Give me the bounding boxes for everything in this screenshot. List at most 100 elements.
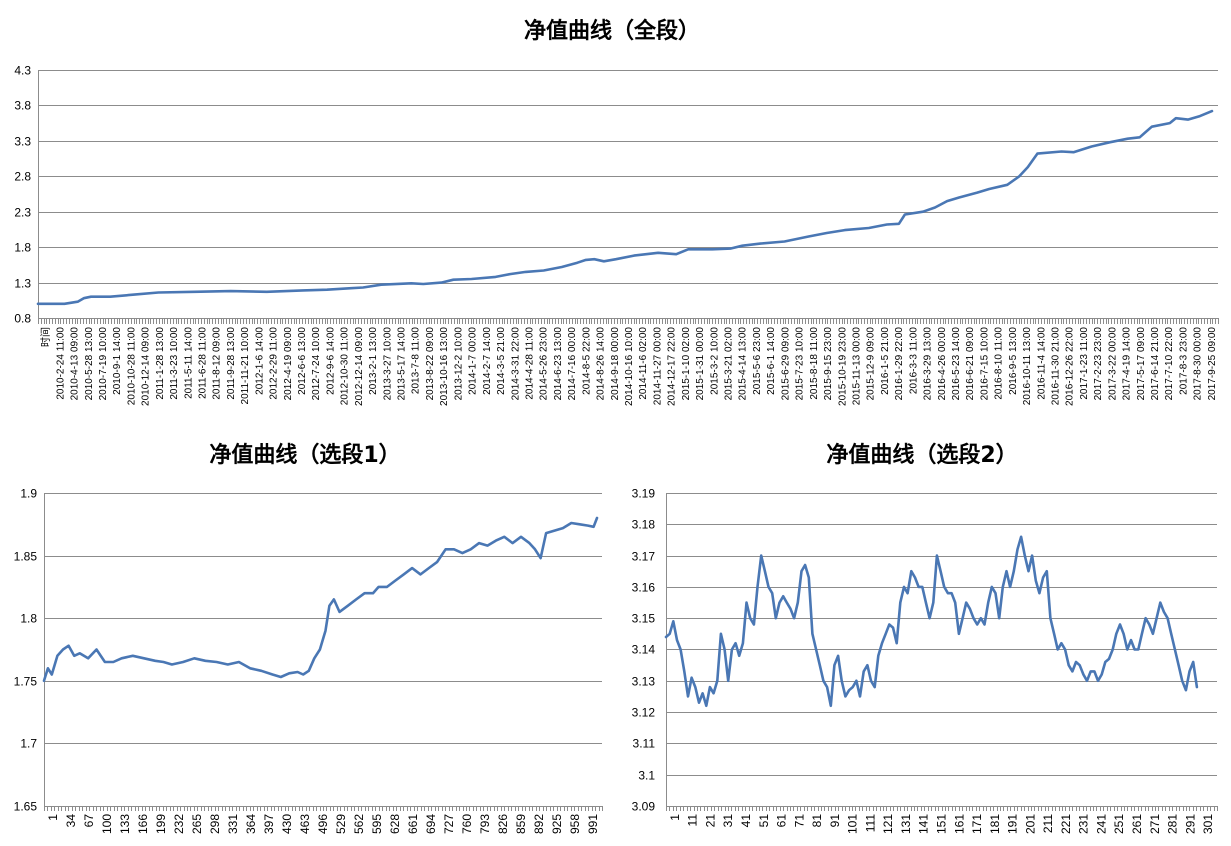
x-tick-label: 727: [442, 814, 456, 834]
x-tick-label: 859: [514, 814, 528, 834]
x-tick-label: 166: [136, 814, 150, 834]
x-tick-label: 2014-6-23 13:00: [553, 327, 564, 401]
x-tick-label: 826: [496, 814, 510, 834]
x-tick-label: 2015-12-9 09:00: [866, 327, 877, 401]
x-tick-label: 261: [1130, 814, 1144, 834]
chart-segment-2: 净值曲线（选段2） 3.09 3.1 3.11 3.12 3.13 3.14 3.15 3.16…: [632, 442, 1218, 834]
x-tick-label: 2013-12-2 10:00: [453, 327, 464, 401]
x-tick-label: 2011-9-28 13:00: [226, 327, 237, 400]
x-tick-label: 221: [1059, 814, 1073, 834]
x-tick-label: 2016-10-11 13:00: [1022, 327, 1033, 406]
y-tick-label: 1.3: [14, 277, 31, 291]
x-tick-label: 2017-5-17 09:00: [1136, 327, 1147, 401]
x-tick-label: 2015-4-14 13:00: [738, 327, 749, 401]
x-tick-label: 1: [46, 814, 60, 821]
y-tick-label: 3.8: [14, 99, 31, 113]
x-tick-label: 892: [532, 814, 546, 834]
x-tick-label: 2014-11-6 02:00: [638, 327, 649, 400]
x-tick-label: 2010-9-1 14:00: [112, 327, 123, 395]
y-tick-label: 3.12: [632, 706, 656, 720]
x-tick-label: 2017-7-10 22:00: [1164, 327, 1175, 401]
x-tick-label: 100: [100, 814, 114, 834]
x-tick-label: 2017-8-30 00:00: [1193, 327, 1204, 401]
x-tick-label: 181: [988, 814, 1002, 834]
x-tick-label: 2010-10-28 11:00: [126, 327, 137, 406]
x-tick-label: 2010-4-13 09:00: [70, 327, 81, 401]
x-tick-label: 2014-8-26 14:00: [596, 327, 607, 401]
x-tick-label: 2012-1-6 14:00: [254, 327, 265, 395]
x-tick-label: 61: [775, 814, 789, 828]
x-tick-label: 2014-12-17 22:00: [667, 327, 678, 406]
x-tick-label: 694: [424, 814, 438, 834]
x-tick-label: 2013-5-17 14:00: [397, 327, 408, 401]
x-tick-label: 41: [739, 814, 753, 828]
x-tick-label: 2011-8-12 09:00: [212, 327, 223, 400]
y-tick-label: 1.75: [14, 675, 38, 689]
y-tick-label: 3.13: [632, 675, 656, 689]
x-tick-label: 2015-5-6 23:00: [752, 327, 763, 395]
x-tick-label: 2012-12-14 09:00: [354, 327, 365, 406]
x-tick-label: 2011-6-28 11:00: [198, 327, 209, 399]
x-tick-label: 760: [460, 814, 474, 834]
chart-title: 净值曲线（选段1）: [209, 442, 400, 468]
x-tick-label: 21: [703, 814, 717, 828]
x-tick-label: 958: [568, 814, 582, 834]
x-tick-label: 232: [172, 814, 186, 834]
x-tick-label: 151: [935, 814, 949, 834]
x-tick-label: 430: [280, 814, 294, 834]
x-tick-label: 2010-12-14 09:00: [141, 327, 152, 406]
x-tick-label: 111: [863, 814, 877, 833]
x-tick-label: 2017-1-23 11:00: [1079, 327, 1090, 400]
x-tick-label: 141: [917, 814, 931, 834]
x-tick-label: 191: [1006, 814, 1020, 834]
x-tick-label: 231: [1077, 814, 1091, 834]
x-tick-label: 529: [334, 814, 348, 834]
x-tick-label: 793: [478, 814, 492, 834]
y-tick-label: 3.3: [14, 135, 31, 149]
y-tick-label: 3.09: [632, 800, 656, 814]
y-tick-label: 1.8: [14, 241, 31, 255]
x-tick-label: 1: [668, 814, 682, 821]
x-tick-label: 2016-5-23 14:00: [951, 327, 962, 401]
y-tick-label: 3.14: [632, 643, 656, 657]
x-tick-label: 301: [1201, 814, 1215, 834]
x-tick-label: 2016-6-21 09:00: [965, 327, 976, 401]
chart-title: 净值曲线（全段）: [524, 18, 700, 44]
x-tick-label: 2012-10-30 11:00: [340, 327, 351, 406]
y-tick-label: 1.9: [20, 487, 37, 501]
x-tick-label: 2015-3-21 02:00: [724, 327, 735, 401]
x-tick-label: 241: [1095, 814, 1109, 834]
x-tick-label: 2016-11-4 14:00: [1036, 327, 1047, 400]
x-tick-label: 271: [1148, 814, 1162, 834]
y-tick-label: 3.16: [632, 581, 656, 595]
x-tick-label: 2015-11-13 00:00: [852, 327, 863, 406]
x-tick-label: 291: [1183, 814, 1197, 834]
x-tick-label: 2016-11-30 21:00: [1051, 327, 1062, 406]
x-tick-label: 2014-5-26 23:00: [539, 327, 550, 401]
y-tick-label: 0.8: [14, 312, 31, 326]
x-tick-label: 211: [1041, 814, 1055, 833]
x-tick-label: 2012-6-6 13:00: [297, 327, 308, 395]
x-tick-label: 2014-8-5 22:00: [581, 327, 592, 395]
x-tick-label: 2015-6-29 09:00: [780, 327, 791, 401]
x-tick-label: 2012-9-6 14:00: [325, 327, 336, 395]
x-tick-label: 2016-7-15 10:00: [979, 327, 990, 401]
x-tick-label: 2012-7-24 10:00: [311, 327, 322, 401]
x-tick-label: 2016-1-29 22:00: [894, 327, 905, 401]
x-tick-label: 2014-3-31 22:00: [510, 327, 521, 401]
x-tick-label: 2012-4-19 09:00: [283, 327, 294, 401]
x-tick-label: 2016-8-10 11:00: [994, 327, 1005, 400]
x-tick-label: 2015-6-1 14:00: [766, 327, 777, 395]
x-tick-label: 2012-2-29 11:00: [269, 327, 280, 400]
x-tick-label: 2017-2-23 23:00: [1093, 327, 1104, 401]
series-line: [664, 535, 1199, 708]
chart-title: 净值曲线（选段2）: [826, 442, 1017, 468]
x-tick-label: 2016-3-29 13:00: [923, 327, 934, 401]
chart-segment-1: 净值曲线（选段1） 1.65 1.7 1.75 1.8 1.85 1.9 1 34 67 100 13…: [14, 442, 603, 834]
x-tick-label: 2015-7-23 10:00: [795, 327, 806, 401]
x-tick-label: 2013-3-27 10:00: [382, 327, 393, 401]
x-tick-label: 251: [1112, 814, 1126, 834]
x-tick-label: 时间: [39, 327, 52, 347]
x-tick-label: 2017-3-22 00:00: [1107, 327, 1118, 401]
